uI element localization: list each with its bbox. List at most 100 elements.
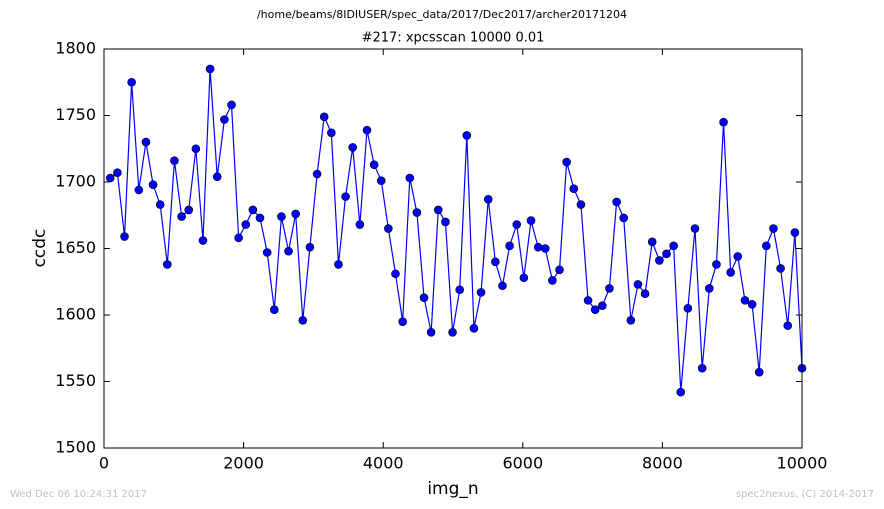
data-point <box>177 212 186 221</box>
data-point <box>533 242 543 252</box>
data-point <box>505 241 514 251</box>
data-point <box>598 301 607 310</box>
data-point <box>284 246 293 256</box>
footer-right: spec2nexus, (C) 2014-2017 <box>736 489 874 500</box>
data-point <box>105 173 115 183</box>
data-point <box>747 300 757 309</box>
y-tick-label: 1750 <box>55 105 96 124</box>
data-point <box>319 112 329 122</box>
data-point <box>754 367 764 377</box>
y-tick-label: 1500 <box>55 438 96 457</box>
data-point <box>562 157 571 167</box>
data-point <box>298 316 308 325</box>
data-point <box>726 268 735 277</box>
data-point <box>184 205 194 215</box>
data-point <box>669 241 678 251</box>
data-point <box>248 205 258 215</box>
data-point <box>676 387 686 397</box>
data-point <box>419 293 429 303</box>
data-point <box>341 192 350 201</box>
data-point <box>305 242 315 252</box>
data-point <box>433 205 443 215</box>
data-point <box>790 228 800 237</box>
data-point <box>448 327 457 337</box>
footer-left: Wed Dec 06 10:24:31 2017 <box>10 489 147 500</box>
data-point <box>148 180 158 189</box>
data-point <box>127 77 136 87</box>
data-point <box>783 321 793 330</box>
data-point <box>762 241 771 251</box>
data-point <box>619 213 629 223</box>
data-point <box>277 212 286 221</box>
x-tick-label: 0 <box>99 454 109 473</box>
data-point <box>740 296 750 305</box>
data-point <box>719 117 728 127</box>
data-point <box>540 244 550 253</box>
y-tick-label: 1650 <box>55 238 96 257</box>
x-tick-label: 4000 <box>363 454 404 473</box>
data-point <box>191 144 201 154</box>
data-point <box>498 281 507 291</box>
x-tick-label: 10000 <box>777 454 828 473</box>
data-point <box>312 169 322 179</box>
data-point <box>220 115 229 124</box>
x-axis-label: img_n <box>427 479 478 499</box>
data-point <box>469 323 479 333</box>
data-point <box>640 289 650 299</box>
data-point <box>512 220 522 229</box>
data-point <box>234 233 243 243</box>
x-tick-label: 2000 <box>223 454 264 473</box>
data-point <box>255 213 265 223</box>
data-point <box>227 100 236 110</box>
data-point <box>683 304 693 313</box>
data-point <box>548 276 557 285</box>
data-point <box>205 64 215 74</box>
data-point <box>355 220 365 229</box>
data-point <box>391 269 400 279</box>
data-point <box>348 143 357 152</box>
data-point <box>555 265 564 275</box>
x-tick-label: 6000 <box>502 454 543 473</box>
data-point <box>519 273 529 283</box>
y-axis-label: ccdc <box>30 229 50 268</box>
data-point <box>291 209 300 219</box>
data-point <box>483 194 493 204</box>
data-point <box>733 252 743 261</box>
data-point <box>141 137 151 147</box>
data-point <box>526 216 536 225</box>
data-point <box>462 131 472 140</box>
data-point <box>120 232 129 241</box>
data-point <box>270 305 279 314</box>
data-point <box>376 176 386 185</box>
data-point <box>426 327 436 337</box>
chart-subtitle: #217: xpcsscan 10000 0.01 <box>362 31 545 46</box>
data-point <box>198 236 208 245</box>
data-point <box>398 317 407 326</box>
data-point <box>241 220 251 229</box>
data-point <box>769 224 778 233</box>
data-point <box>113 168 122 177</box>
data-point <box>412 208 422 217</box>
data-point <box>626 316 636 325</box>
data-point <box>163 260 172 269</box>
data-point <box>612 197 621 207</box>
data-point <box>441 217 450 227</box>
data-point <box>455 285 465 295</box>
data-point <box>262 248 272 257</box>
data-point <box>384 224 393 233</box>
y-tick-label: 1550 <box>55 371 96 390</box>
y-tick-label: 1600 <box>55 305 96 324</box>
data-point <box>697 363 707 373</box>
data-point <box>633 280 643 289</box>
data-point <box>569 184 579 193</box>
data-point <box>712 260 721 269</box>
data-point <box>362 125 372 135</box>
data-point <box>583 296 593 305</box>
data-point <box>491 257 500 267</box>
data-point <box>134 185 144 195</box>
y-tick-label: 1700 <box>55 172 96 191</box>
data-point <box>170 156 179 166</box>
data-point <box>776 264 785 273</box>
